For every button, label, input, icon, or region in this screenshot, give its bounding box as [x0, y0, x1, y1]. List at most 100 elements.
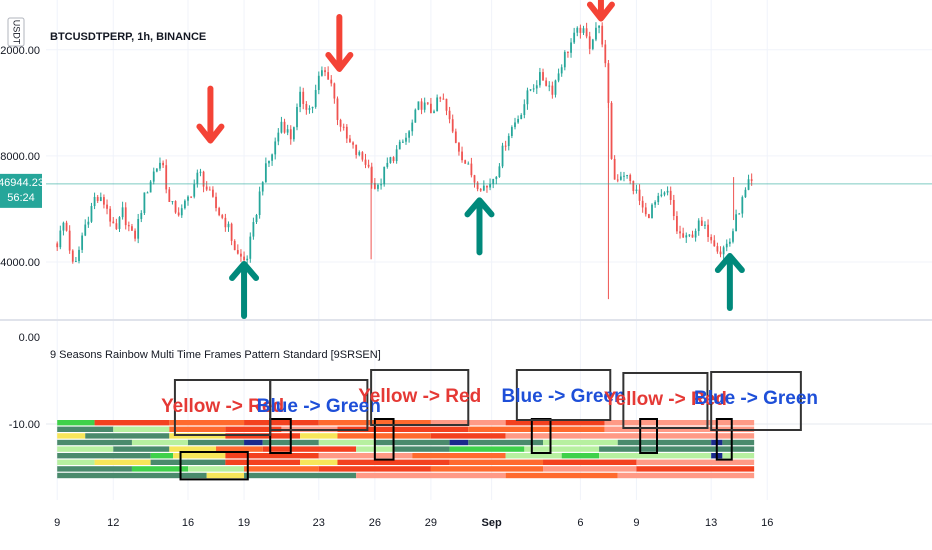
heat-segment	[505, 420, 605, 426]
annotation-label: Yellow -> Red	[161, 396, 284, 417]
heat-segment	[722, 453, 755, 459]
time-tick-label: 9	[54, 517, 60, 529]
heat-segment	[244, 420, 319, 426]
candle-body	[585, 28, 588, 37]
candle-body	[507, 135, 510, 147]
heat-segment	[430, 433, 506, 439]
indicator-tick-label: 0.00	[19, 332, 40, 344]
candle-body	[246, 258, 249, 261]
candle-body	[582, 28, 585, 33]
heat-segment	[468, 439, 544, 446]
candle-body	[65, 222, 68, 231]
arrow-up-icon	[464, 197, 495, 256]
pattern-focus-box	[715, 418, 733, 461]
heat-segment	[188, 466, 245, 472]
annotation-box	[370, 369, 470, 426]
heat-segment	[318, 466, 431, 472]
candle-body	[355, 144, 358, 155]
arrow-down-icon	[196, 85, 225, 144]
heat-segment	[524, 446, 600, 452]
candle-body	[495, 176, 498, 180]
heat-segment	[113, 446, 170, 452]
pattern-focus-box	[639, 418, 658, 454]
candle-body	[679, 231, 681, 234]
candle-body	[532, 88, 535, 90]
candle-body	[177, 212, 180, 216]
heat-segment	[244, 472, 357, 479]
candle-body	[199, 171, 202, 173]
candle-body	[501, 145, 504, 167]
candle-body	[196, 172, 199, 185]
heat-segment	[318, 439, 375, 446]
candle-body	[672, 199, 675, 217]
candle-body	[364, 159, 367, 165]
candle-body	[728, 241, 731, 244]
heat-segment	[57, 466, 132, 472]
candle-body	[165, 165, 168, 190]
heat-segment	[430, 466, 544, 472]
annotation-note: Yellow -> Red	[604, 372, 727, 429]
candle-body	[134, 230, 136, 239]
candle-body	[380, 184, 382, 186]
candle-body	[725, 243, 728, 248]
candle-body	[149, 181, 152, 193]
candle-body	[445, 98, 448, 111]
candle-body	[411, 122, 414, 132]
candle-body	[704, 224, 706, 226]
candle-body	[688, 234, 691, 236]
arrow-up-icon	[229, 261, 260, 319]
candle-body	[386, 162, 389, 167]
candle-body	[744, 189, 747, 198]
candle-body	[707, 224, 709, 237]
candle-body	[324, 70, 326, 73]
candle-body	[417, 101, 420, 110]
candle-body	[208, 189, 211, 191]
time-tick-label: 23	[313, 517, 325, 529]
price-badge-box	[0, 173, 42, 208]
heat-segment	[636, 466, 755, 472]
candle-body	[155, 168, 158, 172]
candle-body	[71, 250, 74, 262]
candle-body	[738, 213, 741, 215]
price-badge: 46944.23 56:24	[0, 173, 44, 208]
heat-segment	[543, 439, 618, 446]
heat-segment	[599, 446, 755, 452]
currency-badge-text: USDT	[12, 20, 22, 45]
candle-body	[433, 111, 435, 113]
candle-body	[423, 102, 426, 110]
candle-body	[377, 184, 379, 189]
candle-body	[62, 222, 65, 231]
candle-body	[218, 208, 221, 216]
candle-body	[747, 179, 750, 190]
candle-body	[610, 102, 613, 159]
candle-body	[526, 90, 529, 105]
candle-body	[292, 127, 295, 140]
heat-segment	[216, 446, 263, 452]
candle-body	[358, 152, 361, 155]
candle-body	[576, 27, 579, 33]
candle-body	[632, 180, 635, 191]
candle-body	[669, 190, 672, 200]
candle-body	[458, 142, 460, 152]
candle-body	[579, 27, 582, 33]
currency-badge[interactable]: USDT	[7, 17, 25, 47]
pattern-focus-box	[373, 418, 395, 461]
candle-body	[560, 67, 563, 74]
heat-segment	[57, 453, 151, 459]
candle-body	[296, 106, 298, 128]
candle-body	[87, 221, 90, 225]
candle-body	[470, 163, 473, 176]
heat-segment	[57, 472, 207, 479]
heat-segment	[617, 439, 712, 446]
candle-body	[570, 42, 572, 53]
candle-body	[401, 141, 404, 143]
time-tick-label: 6	[577, 517, 583, 529]
arrow-up-icon	[714, 253, 745, 312]
time-axis[interactable]: 9 12 16 19 23 26 29 Sep 6 9 13 16	[54, 517, 773, 529]
candle-body	[442, 98, 445, 100]
annotation-box	[269, 379, 369, 431]
candle-body	[626, 175, 628, 177]
price-axis[interactable]: 52000.00 48000.00 44000.00 0.00 -10.00	[0, 45, 40, 431]
